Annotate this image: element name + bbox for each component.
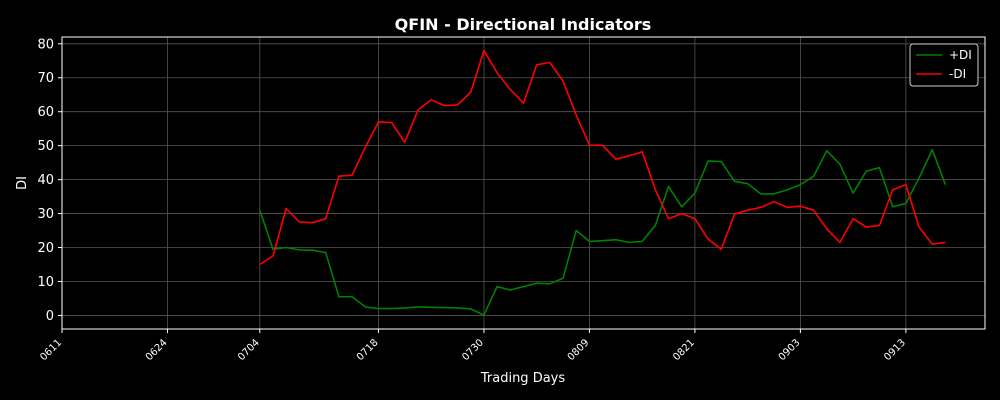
y-tick-label: 0 xyxy=(46,309,54,324)
y-tick-label: 80 xyxy=(37,37,54,52)
x-tick-label: 0809 xyxy=(566,337,592,363)
x-tick-label: 0704 xyxy=(236,337,262,363)
x-tick-label: 0718 xyxy=(355,337,381,363)
plot-frame xyxy=(61,36,986,330)
y-tick-label: 30 xyxy=(37,207,54,222)
y-tick-label: 20 xyxy=(37,241,54,256)
y-axis-label: DI xyxy=(15,176,30,190)
series-lines xyxy=(259,49,947,316)
x-tick-label: 0611 xyxy=(38,337,64,363)
legend: +DI -DI xyxy=(909,43,979,87)
x-tick-label: 0624 xyxy=(144,337,170,363)
y-tick-label: 70 xyxy=(37,71,54,86)
x-tick-label: 0730 xyxy=(460,337,486,363)
x-axis-label: Trading Days xyxy=(480,371,565,386)
y-tick-label: 10 xyxy=(37,275,54,290)
y-tick-label: 50 xyxy=(37,139,54,154)
x-tick-label: 0913 xyxy=(882,337,908,363)
x-tick-label: 0903 xyxy=(777,337,803,363)
y-ticks: 0 10 20 30 40 50 60 70 80 xyxy=(37,37,62,324)
x-tick-label: 0821 xyxy=(671,337,697,363)
chart-title: QFIN - Directional Indicators xyxy=(395,15,652,34)
legend-label-plus-di: +DI xyxy=(949,48,972,62)
series-line-minus-di xyxy=(259,49,946,266)
x-ticks: 0611 0624 0704 0718 0730 0809 0821 0903 0913 xyxy=(38,329,908,363)
legend-label-minus-di: -DI xyxy=(949,67,966,81)
series-line-plus-di xyxy=(259,148,947,316)
y-tick-label: 40 xyxy=(37,173,54,188)
y-tick-label: 60 xyxy=(37,105,54,120)
grid xyxy=(61,37,985,329)
